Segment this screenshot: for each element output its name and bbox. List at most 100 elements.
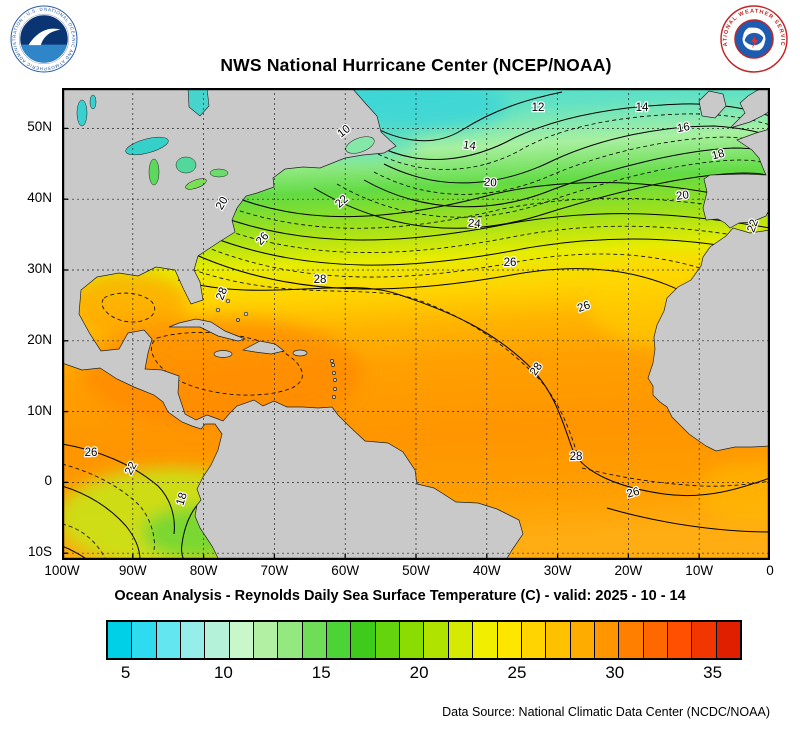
lake-winnipegosis — [89, 94, 97, 110]
lon-label: 40W — [472, 563, 501, 578]
lat-label: 0 — [44, 473, 52, 488]
lat-label: 10S — [27, 544, 52, 559]
colorbar-cell — [132, 622, 157, 658]
colorbar-cell — [375, 622, 401, 658]
colorbar-cell — [156, 622, 182, 658]
colorbar-cell — [546, 622, 571, 658]
lon-label: 50W — [402, 563, 430, 578]
lake-michigan — [148, 158, 160, 186]
nws-lightning-icon — [750, 35, 759, 49]
landmasses — [62, 88, 770, 560]
lon-label: 10W — [685, 563, 714, 578]
nws-logo: NATIONAL WEATHER SERVICE — [720, 5, 788, 73]
lon-label: 20W — [614, 563, 643, 578]
land-puerto-rico — [292, 349, 308, 357]
colorbar-cell — [278, 622, 303, 658]
colorbar-tick-label: 20 — [409, 663, 429, 682]
land-cuba — [168, 318, 247, 342]
land-jamaica — [213, 350, 233, 358]
graticule — [62, 88, 770, 560]
colorbar-cell — [254, 622, 279, 658]
lon-label: 30W — [543, 563, 572, 578]
colorbar-cell — [108, 622, 133, 658]
noaa-emblem-sea — [20, 44, 68, 63]
lat-label: 50N — [27, 119, 52, 134]
colorbar-cell — [594, 622, 620, 658]
colorbar-cell — [351, 622, 376, 658]
lon-label: 80W — [189, 563, 218, 578]
noaa-bird-icon — [28, 28, 61, 46]
lake-ontario — [209, 168, 229, 178]
map-border — [62, 88, 770, 560]
colorbar-cell — [692, 622, 717, 658]
lat-label: 20N — [27, 332, 52, 347]
land-bahamas — [215, 298, 249, 322]
colorbar-cell — [327, 622, 352, 658]
contour-label: 20 — [483, 176, 497, 189]
noaa-logo: NATIONAL OCEANIC AND ATMOSPHERIC ADMINIS… — [10, 5, 78, 73]
colorbar-cell — [302, 622, 328, 658]
colorbar-tick-label: 5 — [120, 663, 131, 682]
contour-label: 28 — [314, 274, 327, 286]
page-title: NWS National Hurricane Center (NCEP/NOAA… — [220, 55, 612, 75]
colorbar-cell — [205, 622, 230, 658]
lon-label: 90W — [118, 563, 147, 578]
colorbar-cell — [716, 622, 740, 658]
lon-label: 0 — [766, 563, 774, 578]
land-britain — [729, 88, 770, 129]
lon-label: 60W — [331, 563, 360, 578]
colorbar-cell — [497, 622, 522, 658]
colorbar-cell — [667, 622, 693, 658]
land-hispaniola — [241, 340, 285, 355]
land-iberia-france — [702, 128, 770, 229]
colorbar-cell — [400, 622, 425, 658]
contour-label: 18 — [710, 148, 725, 163]
colorbar-cell — [643, 622, 668, 658]
data-source: Data Source: National Climatic Data Cent… — [442, 705, 770, 719]
contour-label: 20 — [675, 189, 689, 203]
contour-label: 18 — [174, 491, 189, 507]
colorbar-tick-label: 35 — [703, 663, 723, 682]
contour-label: 12 — [532, 102, 545, 114]
colorbar-cell — [521, 622, 547, 658]
latitude-axis: 50N 40N 30N 20N 10N 0 10S — [0, 88, 58, 560]
colorbar-tick-label: 10 — [213, 663, 233, 682]
contour-label: 28 — [570, 451, 583, 463]
colorbar-ticks: 5 10 15 20 25 30 35 — [106, 663, 742, 687]
lon-label: 70W — [260, 563, 289, 578]
contour-label: 16 — [676, 121, 691, 135]
nws-hurricane-icon-tail — [742, 33, 765, 51]
colorbar-tick-label: 15 — [311, 663, 331, 682]
longitude-axis: 100W 90W 80W 70W 60W 50W 40W 30W 20W 10W 0 — [44, 563, 773, 581]
land-africa — [647, 227, 770, 452]
inland-waters — [76, 88, 375, 190]
colorbar-cell — [229, 622, 255, 658]
lake-huron — [175, 156, 197, 174]
lake-winnipeg — [76, 99, 88, 127]
lake-superior — [125, 136, 169, 156]
colorbar-cell — [473, 622, 498, 658]
contour-label: 26 — [576, 299, 592, 315]
nws-hurricane-icon — [743, 27, 766, 45]
land-lesser-antilles — [330, 359, 337, 399]
contour-label: 26 — [625, 486, 640, 501]
lon-label: 100W — [44, 563, 80, 578]
contour-label: 24 — [467, 217, 481, 230]
colorbar-cell — [570, 622, 595, 658]
noaa-inner-ring — [19, 14, 69, 64]
colorbar-tick-label: 25 — [507, 663, 527, 682]
contour-label: 14 — [462, 139, 477, 153]
colorbar-tick-label: 30 — [605, 663, 625, 682]
sst-map: 10 12 14 14 16 18 20 20 20 22 22 24 26 26 26 28 28 28 28 26… — [62, 88, 770, 560]
contour-label: 22 — [745, 218, 761, 234]
colorbar-cell — [448, 622, 474, 658]
colorbar-cell — [181, 622, 206, 658]
lat-label: 30N — [27, 261, 52, 276]
contour-label: 14 — [636, 102, 649, 114]
colorbar-cell — [619, 622, 644, 658]
colorbar — [106, 620, 742, 660]
gulf-of-st-lawrence — [345, 136, 375, 154]
